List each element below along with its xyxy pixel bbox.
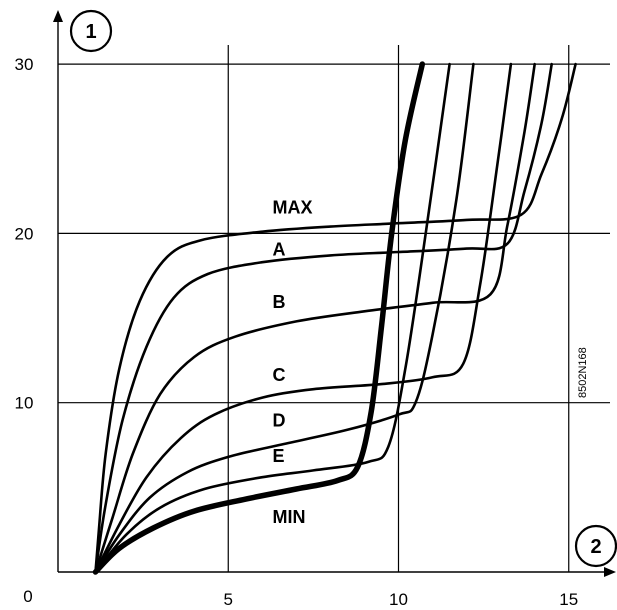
x-tick-label-10: 10: [389, 590, 408, 609]
grid: [58, 45, 610, 572]
y-tick-label-20: 20: [15, 224, 34, 243]
origin-label: 0: [23, 587, 32, 606]
curve-label-b: B: [273, 292, 286, 312]
curve-min: [92, 61, 426, 575]
y-axis-badge: 1: [69, 9, 113, 53]
tick-labels: 5 10 15 10 20 30: [15, 55, 579, 609]
curves: [92, 61, 577, 575]
x-badge-text: 2: [590, 536, 601, 558]
figure-code: 8502N168: [577, 347, 589, 398]
curve-c: [94, 62, 513, 574]
x-axis-badge: 2: [574, 524, 617, 568]
y-badge-circle: [69, 9, 113, 53]
curve-label-min: MIN: [273, 507, 306, 527]
curve-label-max: MAX: [273, 197, 313, 217]
curve-b: [94, 62, 536, 574]
curve-a: [94, 62, 553, 574]
curve-label-d: D: [273, 411, 286, 431]
y-tick-label-30: 30: [15, 55, 34, 74]
series-labels: MAX A B C DE MIN: [273, 197, 313, 527]
x-tick-label-15: 15: [559, 590, 578, 609]
curve-e: [94, 62, 451, 574]
curve-d: [94, 62, 475, 574]
curve-label-e: E: [273, 446, 285, 466]
x-tick-label-5: 5: [224, 590, 233, 609]
axes: [53, 10, 616, 577]
x-axis-arrow: [604, 567, 616, 577]
y-badge-text: 1: [85, 21, 96, 43]
y-tick-label-10: 10: [15, 394, 34, 413]
curve-label-c: C: [273, 365, 286, 385]
y-axis-arrow: [53, 10, 63, 22]
curve-max: [94, 62, 577, 574]
curve-label-a: A: [273, 240, 286, 260]
x-badge-circle: [574, 524, 617, 568]
